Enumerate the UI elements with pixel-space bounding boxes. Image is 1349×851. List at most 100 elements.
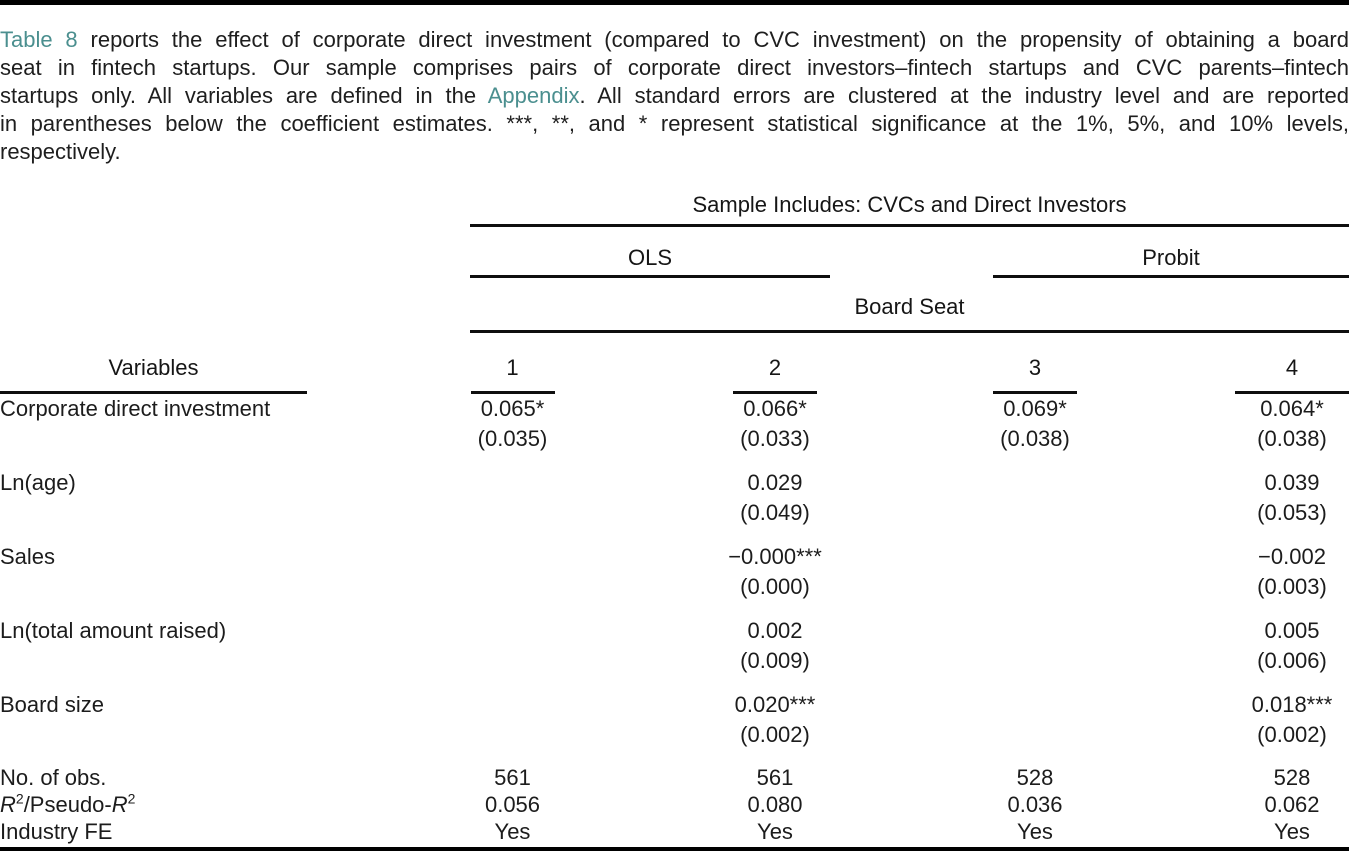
- coefficient: 0.029: [747, 470, 802, 495]
- coef-cell: 0.069* (0.038): [905, 394, 1165, 454]
- caption-text: respectively.: [0, 139, 121, 164]
- column-1-header-cell: 1: [380, 355, 645, 394]
- column-number-2: 2: [733, 355, 817, 394]
- std-error: (0.049): [645, 498, 905, 528]
- std-error: (0.000): [645, 572, 905, 602]
- coefficient: −0.002: [1258, 544, 1326, 569]
- coef-cell: 0.002 (0.009): [645, 616, 905, 676]
- std-error: (0.009): [645, 646, 905, 676]
- column-number-3: 3: [993, 355, 1077, 394]
- coefficient: 0.020***: [735, 692, 816, 717]
- coefficient: 0.002: [747, 618, 802, 643]
- coef-cell: 0.065*(0.035): [380, 394, 645, 454]
- caption-line-2: seat in fintech startups. Our sample com…: [0, 54, 1349, 82]
- coefficient: 0.065*: [481, 396, 545, 421]
- caption-line-3: startups only. All variables are defined…: [0, 82, 1349, 110]
- row-label: Ln(age): [0, 468, 380, 528]
- stat-value: 0.036: [905, 791, 1165, 818]
- coef-cell: [905, 542, 1165, 602]
- row-label: Board size: [0, 690, 380, 750]
- stat-value: 0.080: [645, 791, 905, 818]
- column-3-header-cell: 3: [905, 355, 1165, 394]
- stat-value: 561: [380, 764, 645, 791]
- row-label: Sales: [0, 542, 380, 602]
- stat-value: 561: [645, 764, 905, 791]
- coef-cell: 0.018***(0.002): [1165, 690, 1349, 750]
- stat-row-observations: No. of obs. 561 561 528 528: [0, 764, 1349, 791]
- table-row: Ln(total amount raised) 0.002 (0.009) 0.0…: [0, 616, 1349, 676]
- coef-cell: 0.064*(0.038): [1165, 394, 1349, 454]
- coef-cell: 0.066*(0.033): [645, 394, 905, 454]
- probit-header: Probit: [993, 245, 1349, 278]
- stat-value: Yes: [905, 818, 1165, 845]
- stat-row-industry-fe: Industry FE Yes Yes Yes Yes: [0, 818, 1349, 845]
- std-error: (0.038): [1235, 424, 1349, 454]
- table-bottom-rule: [0, 847, 1349, 851]
- column-number-row: Variables 1 2 3 4: [0, 355, 1349, 394]
- coef-cell: 0.029 (0.049): [645, 468, 905, 528]
- std-error: (0.053): [1235, 498, 1349, 528]
- sample-header: Sample Includes: CVCs and Direct Investo…: [470, 192, 1349, 227]
- variables-header-cell: Variables: [0, 355, 380, 394]
- std-error: (0.006): [1235, 646, 1349, 676]
- caption-line-4: in parentheses below the coefficient est…: [0, 110, 1349, 138]
- stat-label-r2: R2/Pseudo-R2: [0, 791, 380, 818]
- coef-cell: [380, 616, 645, 676]
- ols-header: OLS: [470, 245, 830, 278]
- stat-row-r-squared: R2/Pseudo-R2 0.056 0.080 0.036 0.062: [0, 791, 1349, 818]
- coef-cell: [905, 468, 1165, 528]
- table-caption: Table 8 reports the effect of corporate …: [0, 26, 1349, 166]
- variables-header: Variables: [0, 355, 307, 394]
- caption-text: seat in fintech startups. Our sample com…: [0, 55, 1349, 80]
- coefficient: 0.005: [1264, 618, 1319, 643]
- table-row: Sales −0.000*** (0.000) −0.002 (0.003): [0, 542, 1349, 602]
- r-symbol: R: [112, 792, 128, 817]
- coef-cell: 0.039 (0.053): [1165, 468, 1349, 528]
- stat-label-text: /Pseudo-: [24, 792, 112, 817]
- row-label: Corporate direct investment: [0, 394, 380, 454]
- dependent-variable-header: Board Seat: [470, 294, 1349, 333]
- summary-stats-block: No. of obs. 561 561 528 528 R2/Pseudo-R2…: [0, 764, 1349, 845]
- column-2-header-cell: 2: [645, 355, 905, 394]
- coefficient: 0.069*: [1003, 396, 1067, 421]
- stat-label: Industry FE: [0, 818, 380, 845]
- coef-cell: [380, 690, 645, 750]
- table8-link[interactable]: Table 8: [0, 27, 78, 52]
- page-top-rule: [0, 0, 1349, 5]
- std-error: (0.038): [905, 424, 1165, 454]
- coef-cell: [905, 690, 1165, 750]
- std-error: (0.002): [1235, 720, 1349, 750]
- caption-text: reports the effect of corporate direct i…: [78, 27, 1349, 52]
- std-error: (0.003): [1235, 572, 1349, 602]
- stat-value: 528: [1165, 764, 1349, 791]
- method-header-row: OLS Probit: [470, 245, 1349, 278]
- coef-cell: [380, 468, 645, 528]
- coef-cell: [380, 542, 645, 602]
- caption-text: . All standard errors are clustered at t…: [580, 83, 1349, 108]
- stat-value: 0.062: [1165, 791, 1349, 818]
- superscript-2: 2: [128, 791, 136, 807]
- coef-cell: 0.020*** (0.002): [645, 690, 905, 750]
- caption-line-5: respectively.: [0, 138, 1349, 166]
- caption-text: startups only. All variables are defined…: [0, 83, 488, 108]
- column-number-1: 1: [471, 355, 555, 394]
- stat-label: No. of obs.: [0, 764, 380, 791]
- table-row: Ln(age) 0.029 (0.049) 0.039 (0.053): [0, 468, 1349, 528]
- coefficient: −0.000***: [728, 544, 822, 569]
- coef-cell: −0.002 (0.003): [1165, 542, 1349, 602]
- row-label: Ln(total amount raised): [0, 616, 380, 676]
- stat-value: 528: [905, 764, 1165, 791]
- coef-cell: 0.005 (0.006): [1165, 616, 1349, 676]
- column-number-4: 4: [1235, 355, 1349, 394]
- column-4-header-cell: 4: [1165, 355, 1349, 394]
- table-row: Board size 0.020*** (0.002) 0.018***(0.00…: [0, 690, 1349, 750]
- appendix-link[interactable]: Appendix: [488, 83, 580, 108]
- coefficient: 0.039: [1264, 470, 1319, 495]
- table-row: Corporate direct investment 0.065*(0.035…: [0, 394, 1349, 454]
- coef-cell: [905, 616, 1165, 676]
- caption-line-1: Table 8 reports the effect of corporate …: [0, 26, 1349, 54]
- std-error: (0.002): [645, 720, 905, 750]
- stat-value: 0.056: [380, 791, 645, 818]
- std-error: (0.033): [645, 424, 905, 454]
- r-symbol: R: [0, 792, 16, 817]
